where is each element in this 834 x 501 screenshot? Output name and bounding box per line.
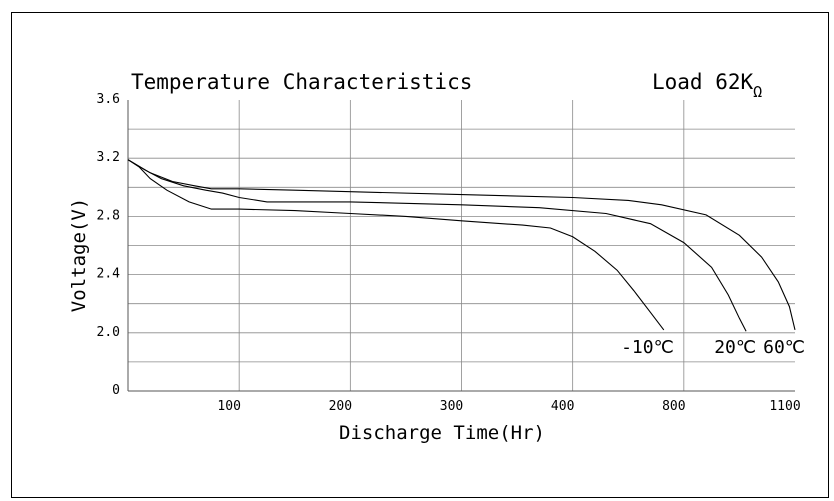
x-tick-label: 800 [662, 399, 685, 414]
x-tick-label: 300 [440, 399, 463, 414]
x-tick-label: 100 [217, 399, 240, 414]
y-tick-label: 2.8 [97, 208, 120, 223]
discharge-curves [127, 159, 796, 332]
series-label-2: 20℃ [714, 337, 756, 358]
series-line-2 [127, 159, 747, 332]
series-labels: -10℃ 20℃ 60℃ [621, 337, 805, 358]
chart-svg: 3.6 3.2 2.8 2.4 2.0 0 100 200 300 400 800 1100 -10… [68, 70, 805, 444]
x-axis-title: Discharge Time(Hr) [339, 422, 545, 444]
series-line-1 [127, 159, 665, 331]
chart-title: Temperature Characteristics [131, 70, 472, 94]
series-label-3: 60℃ [763, 337, 805, 358]
axis-lines [127, 100, 795, 392]
y-tick-labels: 3.6 3.2 2.8 2.4 2.0 0 [97, 92, 121, 398]
figure-frame: 3.6 3.2 2.8 2.4 2.0 0 100 200 300 400 800 1100 -10… [11, 12, 829, 498]
load-label-prefix: Load 62K [652, 70, 754, 94]
y-tick-label: 3.6 [97, 92, 120, 107]
y-tick-label: 2.0 [97, 325, 120, 340]
x-tick-label: 1100 [769, 399, 800, 414]
y-tick-label: 3.2 [97, 150, 120, 165]
y-axis-title: Voltage(V) [68, 198, 90, 312]
load-label: Load 62KΩ [652, 70, 762, 101]
x-tick-labels: 100 200 300 400 800 1100 [217, 399, 800, 414]
y-tick-label: 0 [112, 383, 120, 398]
x-tick-label: 400 [551, 399, 574, 414]
grid-lines [128, 100, 795, 391]
series-label-1: -10℃ [621, 337, 674, 358]
load-label-subscript: Ω [753, 83, 762, 101]
y-tick-label: 2.4 [97, 267, 121, 282]
series-line-3 [127, 159, 796, 331]
x-tick-label: 200 [329, 399, 352, 414]
